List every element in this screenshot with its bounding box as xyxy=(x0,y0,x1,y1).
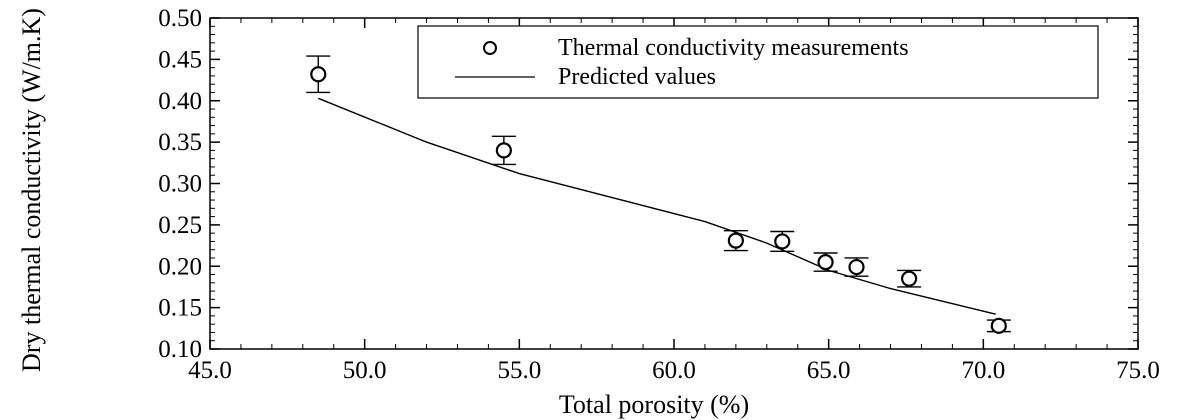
measurement-point xyxy=(848,258,865,276)
measurement-point xyxy=(727,232,744,249)
y-tick-label: 0.15 xyxy=(158,295,202,322)
x-axis-title: Total porosity (%) xyxy=(559,390,749,419)
y-axis-title: Dry thermal conductivity (W/m.K) xyxy=(17,8,46,372)
y-tick-label: 0.10 xyxy=(158,336,202,363)
legend-label-predicted: Predicted values xyxy=(558,64,716,90)
measurement-point xyxy=(900,270,918,287)
y-tick-label: 0.40 xyxy=(158,88,202,115)
y-tick-label: 0.25 xyxy=(158,212,202,239)
x-tick-label: 50.0 xyxy=(343,357,387,384)
x-tick-label: 45.0 xyxy=(188,357,232,384)
predicted-values-line xyxy=(318,97,996,315)
x-tick-label: 55.0 xyxy=(497,357,541,384)
legend-box xyxy=(417,25,1099,99)
measurement-point xyxy=(495,142,512,159)
x-tick-label: 75.0 xyxy=(1116,357,1160,384)
measurement-point xyxy=(817,254,834,271)
y-tick-label: 0.30 xyxy=(158,171,202,198)
legend-label-measurements: Thermal conductivity measurements xyxy=(558,35,909,61)
x-tick-label: 60.0 xyxy=(652,357,696,384)
y-tick-label: 0.20 xyxy=(158,253,202,280)
x-tick-label: 70.0 xyxy=(961,357,1005,384)
y-tick-label: 0.45 xyxy=(158,46,202,73)
measurement-point xyxy=(990,317,1007,334)
y-tick-label: 0.50 xyxy=(158,5,202,32)
measurement-point xyxy=(774,233,791,250)
y-tick-label: 0.35 xyxy=(158,129,202,156)
x-tick-label: 65.0 xyxy=(807,357,851,384)
legend-marker-icon xyxy=(483,41,497,55)
measurement-point xyxy=(310,66,327,83)
